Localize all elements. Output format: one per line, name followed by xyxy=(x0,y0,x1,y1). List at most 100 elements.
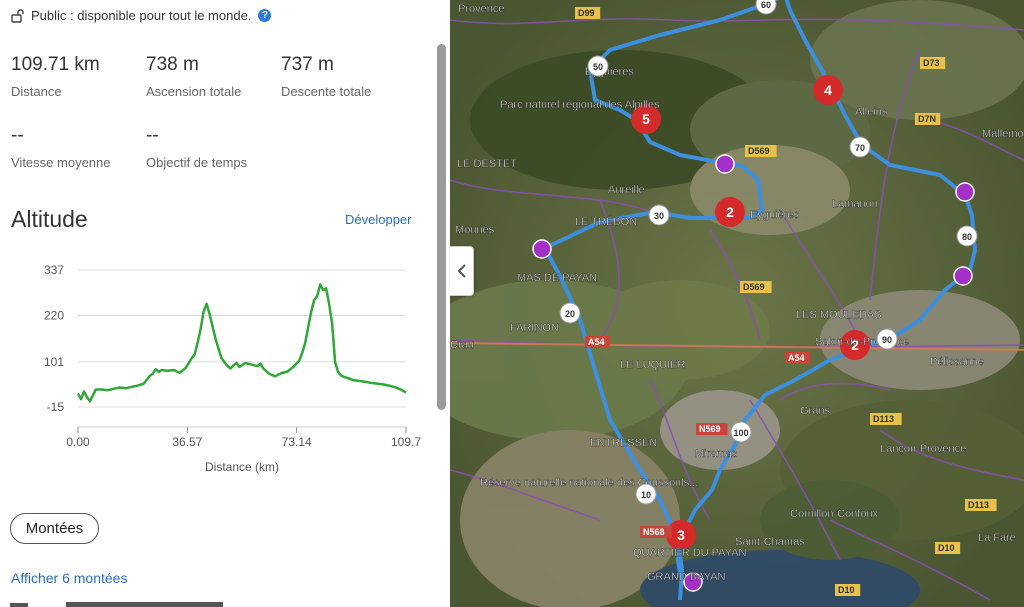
road-shield xyxy=(935,542,961,554)
climb-markers[interactable] xyxy=(532,154,975,592)
elevation-line xyxy=(76,283,407,403)
map-place-label: Alleins xyxy=(855,106,888,118)
road-shield xyxy=(870,413,902,425)
help-icon[interactable]: ? xyxy=(258,9,272,22)
road-shield xyxy=(640,526,672,538)
waypoint-marker[interactable] xyxy=(666,520,696,550)
map-place-label: La Fare xyxy=(978,532,1016,544)
map-place-label: GRAND BAYAN xyxy=(647,571,725,583)
waypoint-marker[interactable] xyxy=(840,330,870,360)
map-canvas[interactable]: Provence Eyguières Parc naturel régional d… xyxy=(450,0,1024,607)
map-place-label: Saint-Chamas xyxy=(735,536,805,548)
minor-roads xyxy=(450,18,1024,601)
map-place-label: Crau xyxy=(450,339,474,351)
waypoint-markers[interactable] xyxy=(631,75,870,550)
bottom-icon xyxy=(10,603,28,607)
km-marker-label: 70 xyxy=(855,143,865,153)
x-tick-label: 0.00 xyxy=(66,435,90,449)
km-marker xyxy=(876,328,898,350)
waypoint-marker[interactable] xyxy=(715,197,745,227)
road-label: D113 xyxy=(873,414,894,424)
map-place-label: Lançon-Provence xyxy=(880,443,966,455)
map-place-label: Pélissanne xyxy=(930,356,984,368)
map-view[interactable]: Provence Eyguières Parc naturel régional d… xyxy=(450,0,1024,607)
stat-speed-value: -- xyxy=(11,125,24,146)
road-label: D99 xyxy=(578,8,595,18)
map-place-label: LE TRÉBON xyxy=(575,215,637,228)
km-marker xyxy=(849,136,871,158)
collapse-panel-button[interactable] xyxy=(450,246,474,296)
stat-ascent-label: Ascension totale xyxy=(146,84,242,99)
road-shield xyxy=(745,145,777,157)
stat-ascent-value: 738 m xyxy=(146,54,199,75)
road-label: N569 xyxy=(699,424,721,434)
road-label: D569 xyxy=(743,282,765,292)
road-shield xyxy=(696,423,728,435)
km-marker xyxy=(730,421,752,443)
km-marker xyxy=(559,302,581,324)
km-marker xyxy=(587,55,609,77)
map-place-label: Mouriès xyxy=(455,224,495,236)
map-place-label: Réserve naturelle nationale des Coussoul… xyxy=(480,477,698,489)
waypoint-label: 3 xyxy=(677,527,685,543)
unlock-icon xyxy=(11,8,24,23)
stat-descent: 737 m Descente totale xyxy=(281,54,371,99)
km-marker-label: 10 xyxy=(641,490,651,500)
road-label: D10 xyxy=(838,585,855,595)
waypoint-marker[interactable] xyxy=(631,104,661,134)
km-marker-label: 90 xyxy=(882,335,892,345)
visibility-text: Public : disponible pour tout le monde. xyxy=(31,8,252,23)
stat-ascent: 738 m Ascension totale xyxy=(146,54,241,99)
map-place-label: LE LUQUIER xyxy=(620,359,685,371)
stat-distance-value: 109.71 km xyxy=(11,54,100,75)
route-details-panel: Public : disponible pour tout le monde. … xyxy=(0,0,450,607)
waypoint-label: 4 xyxy=(824,82,832,98)
km-marker-label: 30 xyxy=(654,211,664,221)
stat-distance-label: Distance xyxy=(11,84,62,99)
road-label: N568 xyxy=(643,527,665,537)
stat-distance: 109.71 km Distance xyxy=(11,54,100,99)
stat-speed-label: Vitesse moyenne xyxy=(11,155,111,170)
highway-a54 xyxy=(450,342,1024,351)
map-place-label: Cornillon-Confoux xyxy=(790,508,879,520)
climb-marker-icon[interactable] xyxy=(683,572,703,592)
scrollbar-thumb[interactable] xyxy=(437,44,446,410)
km-marker xyxy=(755,0,777,15)
road-shield xyxy=(835,584,861,596)
map-place-label: LE DESTET xyxy=(457,158,517,170)
km-marker xyxy=(956,225,978,247)
y-tick-label: 337 xyxy=(44,263,64,277)
road-shield xyxy=(585,336,611,348)
y-tick-label: 101 xyxy=(44,355,64,369)
road-shield xyxy=(965,499,997,511)
climb-marker-icon[interactable] xyxy=(532,239,552,259)
stat-time-goal: -- Objectif de temps xyxy=(146,125,247,170)
map-place-label: Eyguières xyxy=(750,209,799,221)
stat-descent-label: Descente totale xyxy=(281,84,372,99)
chevron-left-icon xyxy=(457,264,466,278)
show-climbs-link[interactable]: Afficher 6 montées xyxy=(11,570,128,586)
expand-link[interactable]: Développer xyxy=(345,212,412,227)
km-marker-label: 20 xyxy=(565,309,575,319)
climb-marker-icon[interactable] xyxy=(715,154,735,174)
road-label: A54 xyxy=(788,353,805,363)
road-label: D7N xyxy=(918,114,936,124)
visibility-row: Public : disponible pour tout le monde. … xyxy=(11,8,272,23)
map-place-label: Aureille xyxy=(608,184,645,196)
km-marker xyxy=(635,483,657,505)
map-place-label: Parc naturel régional des Alpilles xyxy=(500,99,660,111)
climb-marker-icon[interactable] xyxy=(955,182,975,202)
road-shield xyxy=(785,352,811,364)
climb-marker-icon[interactable] xyxy=(953,266,973,286)
map-place-label: Provence xyxy=(458,3,504,15)
km-marker-label: 80 xyxy=(962,232,972,242)
map-place-label: FARINON xyxy=(510,322,559,334)
x-tick-label: 109.7 xyxy=(391,435,421,449)
waypoint-marker[interactable] xyxy=(813,75,843,105)
climbs-button[interactable]: Montées xyxy=(10,513,99,544)
elevation-chart[interactable]: 337 220 101 -15 0.00 36.57 73.14 109.7 Distance … xyxy=(0,255,436,485)
y-tick-label: -15 xyxy=(47,400,65,414)
map-place-label: Miramas xyxy=(695,448,738,460)
road-label: D113 xyxy=(968,500,989,510)
road-label: D569 xyxy=(748,146,770,156)
